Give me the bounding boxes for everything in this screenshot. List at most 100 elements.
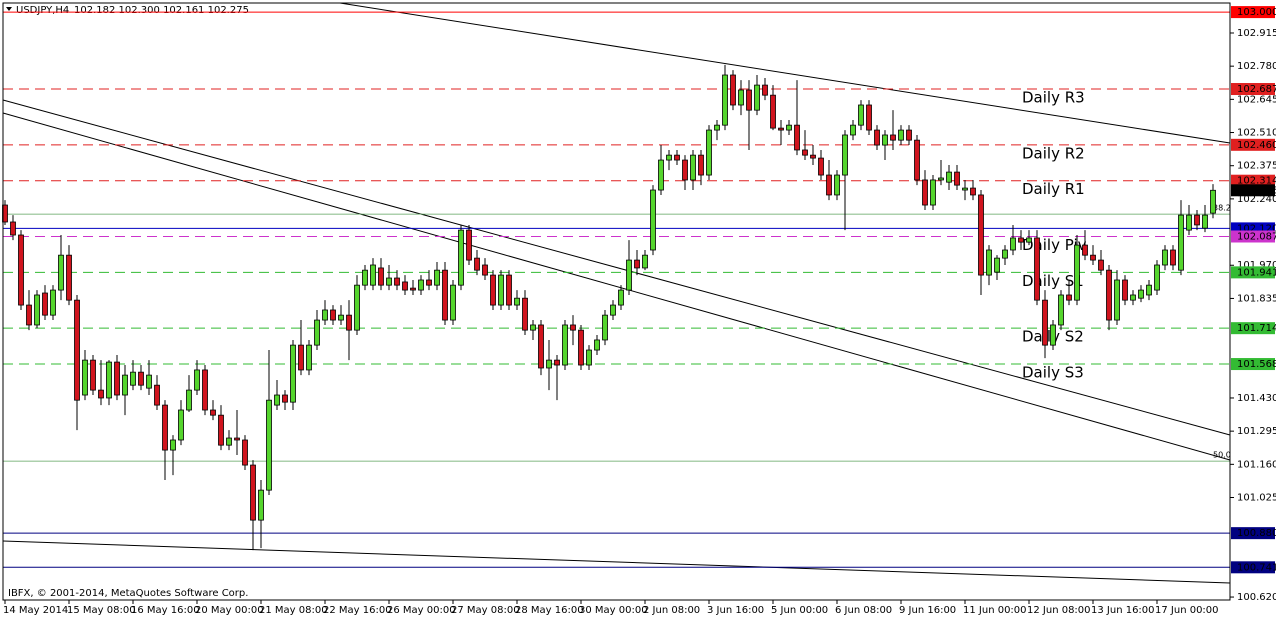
candle-body (762, 84, 768, 96)
level-name: Daily R1 (1022, 180, 1085, 198)
candle-body (690, 154, 696, 181)
candle-body (66, 254, 72, 301)
candle-body (738, 89, 744, 106)
price-label: 103.000 (1237, 7, 1276, 18)
fib-label: 50.0 (1213, 451, 1231, 460)
y-tick-label: 102.240 (1237, 194, 1276, 205)
candle-body (354, 284, 360, 331)
trend-line (339, 2, 1231, 144)
candle-body (546, 359, 552, 369)
candle-body (594, 339, 600, 351)
price-label: 102.314 (1237, 176, 1276, 187)
price-label: 100.880 (1237, 528, 1276, 539)
candle-body (474, 257, 480, 271)
candle-body (386, 277, 392, 286)
y-tick-label: 101.970 (1237, 260, 1276, 271)
candle-body (170, 439, 176, 451)
candle-body (666, 154, 672, 161)
x-tick-label: 3 Jun 16:00 (707, 605, 764, 616)
candle-body (1202, 214, 1208, 229)
candle-body (218, 414, 224, 446)
candle-body (1034, 237, 1040, 301)
candle-body (1186, 214, 1192, 231)
candle-body (970, 187, 976, 196)
candle-body (442, 269, 448, 321)
x-tick-label: 28 May 16:00 (515, 605, 584, 616)
plot-frame (2, 2, 1231, 601)
candle-body (1162, 249, 1168, 266)
level-name: Daily R2 (1022, 144, 1085, 162)
price-label-box (1231, 358, 1275, 371)
candle-body (770, 94, 776, 129)
candle-body (146, 374, 152, 389)
candle-body (18, 234, 24, 306)
price-label-box (1231, 561, 1275, 574)
candle-body (466, 229, 472, 261)
candle-body (578, 329, 584, 366)
price-label: 102.120 (1237, 223, 1276, 234)
candle-body (682, 159, 688, 181)
candle-body (538, 324, 544, 369)
candle-body (346, 314, 352, 331)
price-label: 102.087 (1237, 231, 1276, 242)
candle-body (330, 309, 336, 321)
price-label-box (1231, 83, 1275, 96)
price-label: 101.941 (1237, 267, 1276, 278)
x-tick-label: 26 May 00:00 (387, 605, 456, 616)
candle-body (834, 174, 840, 196)
candle-body (994, 257, 1000, 273)
menu-arrow[interactable] (6, 7, 12, 11)
price-label: 102.275 (1237, 185, 1276, 196)
candle-body (674, 154, 680, 161)
y-tick-label: 101.160 (1237, 459, 1276, 470)
price-label-box (1231, 322, 1275, 335)
x-tick-label: 5 Jun 00:00 (771, 605, 828, 616)
candle-body (98, 389, 104, 399)
price-label: 101.568 (1237, 359, 1276, 370)
candle-body (634, 259, 640, 269)
candle-body (866, 104, 872, 131)
candle-body (514, 297, 520, 306)
candle-body (418, 279, 424, 291)
candle-body (890, 134, 896, 141)
candle-body (74, 299, 80, 401)
candle-body (274, 394, 280, 406)
candle-body (410, 287, 416, 291)
candle-body (522, 297, 528, 331)
candle-body (26, 304, 32, 326)
candle-body (754, 84, 760, 111)
candle-body (58, 254, 64, 291)
candle-body (106, 361, 112, 399)
candle-body (610, 304, 616, 316)
candle-body (714, 124, 720, 131)
candle-body (258, 489, 264, 521)
candle-body (986, 249, 992, 276)
source: IBFX, © 2001-2014, MetaQuotes Software C… (8, 588, 248, 599)
axis-panel (1230, 0, 1276, 619)
level-name: Daily R3 (1022, 89, 1085, 107)
candle-body (42, 292, 48, 316)
candle-body (1042, 299, 1048, 346)
candle-body (154, 384, 160, 406)
x-tick-label: 6 Jun 08:00 (835, 605, 892, 616)
y-tick-label: 101.430 (1237, 393, 1276, 404)
candle-body (162, 404, 168, 451)
x-tick-label: 21 May 08:00 (259, 605, 328, 616)
candle-body (706, 129, 712, 176)
candle-body (914, 139, 920, 181)
y-tick-label: 102.375 (1237, 161, 1276, 172)
candle-body (586, 349, 592, 366)
candle-body (314, 319, 320, 346)
candle-body (922, 179, 928, 206)
candle-body (978, 194, 984, 276)
candle-body (114, 361, 120, 396)
x-tick-label: 16 May 16:00 (131, 605, 200, 616)
x-tick-label: 2 Jun 08:00 (643, 605, 700, 616)
candle-body (802, 149, 808, 156)
candle-body (882, 134, 888, 146)
candle-body (1122, 279, 1128, 301)
candle-body (626, 259, 632, 291)
x-tick-label: 20 May 00:00 (195, 605, 264, 616)
candle-body (490, 274, 496, 306)
candle-body (602, 314, 608, 341)
